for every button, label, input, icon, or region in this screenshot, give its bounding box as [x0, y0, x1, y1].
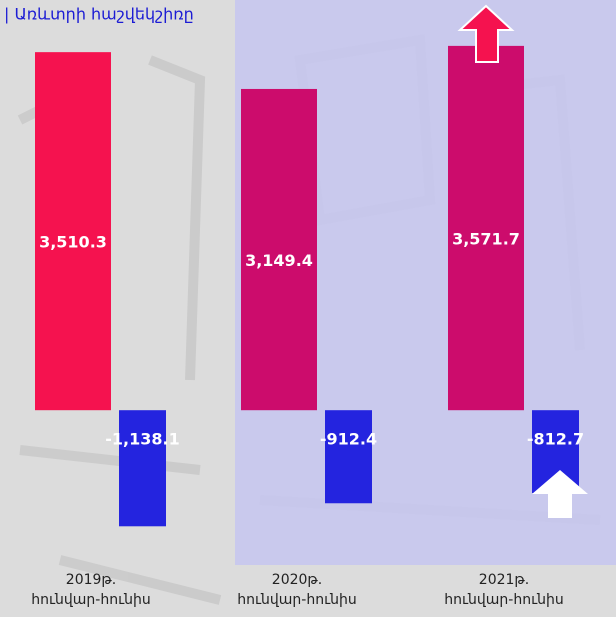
- x-tick-label: 2019թ.: [66, 572, 116, 588]
- bar: [35, 52, 111, 411]
- value-label: -912.4: [320, 430, 377, 449]
- bar: [448, 45, 524, 411]
- bar: [119, 410, 166, 527]
- value-label: 3,510.3: [39, 233, 107, 252]
- up-arrow-white: [532, 470, 588, 518]
- up-arrow-red: [457, 4, 515, 63]
- bar: [241, 88, 317, 411]
- bar: [325, 410, 372, 504]
- x-tick-label: հունվար-հունիս: [444, 592, 564, 608]
- x-tick-label: 2020թ.: [272, 572, 322, 588]
- value-label: -1,138.1: [105, 430, 179, 449]
- value-label: 3,571.7: [452, 230, 520, 249]
- x-tick-label: հունվար-հունիս: [31, 592, 151, 608]
- x-tick-label: 2021թ.: [479, 572, 529, 588]
- value-label: -812.7: [527, 430, 584, 449]
- value-label: 3,149.4: [245, 251, 313, 270]
- chart-title: | Առևտրի հաշվեկշիռը: [4, 5, 194, 24]
- x-tick-label: հունվար-հունիս: [237, 592, 357, 608]
